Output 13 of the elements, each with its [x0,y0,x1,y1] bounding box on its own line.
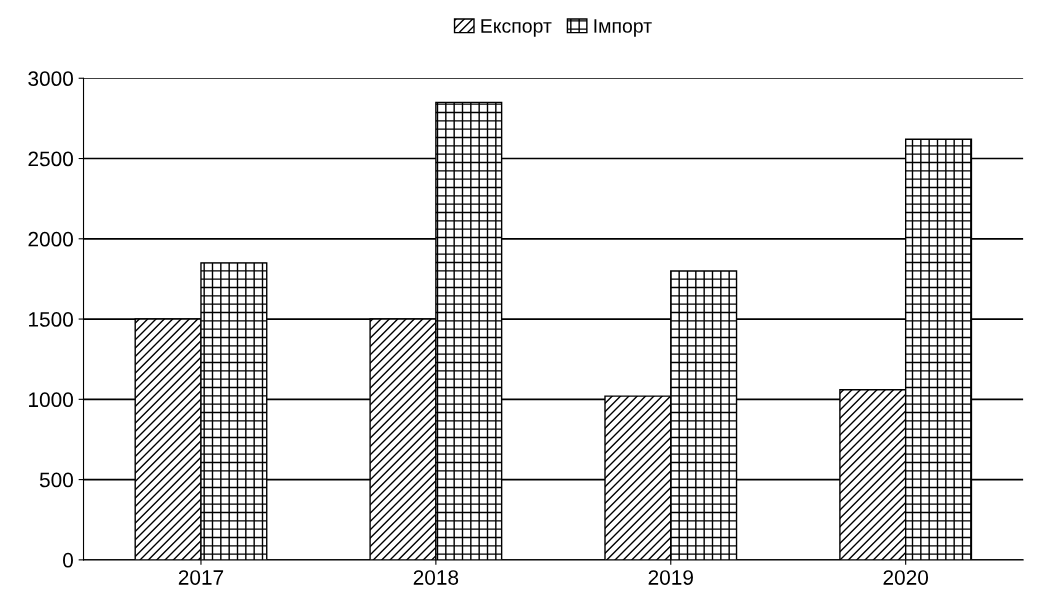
x-tick-label: 2018 [413,570,459,585]
y-tick-label: 3000 [28,71,73,87]
legend-label: Експорт [481,19,552,37]
x-tick-label: 2019 [648,570,693,585]
legend-label: Імпорт [594,19,652,37]
y-tick-label: 1000 [29,392,73,408]
y-tick-label: 2500 [28,151,73,167]
y-tick-label: 500 [39,472,73,488]
y-tick-label: 2000 [28,231,73,247]
y-tick-label: 0 [63,552,73,568]
y-tick-label: 1500 [29,312,73,327]
x-tick-label: 2017 [178,570,224,585]
x-tick-label: 2020 [883,570,929,585]
